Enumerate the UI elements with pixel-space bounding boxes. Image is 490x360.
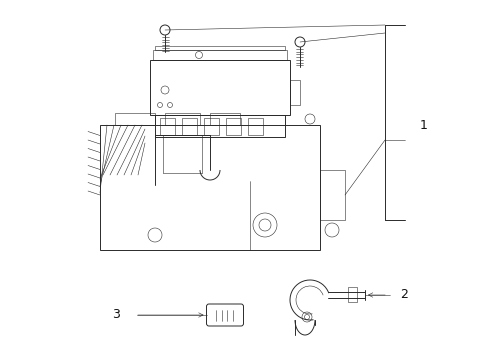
Text: 2: 2 [400, 288, 408, 302]
Bar [165, 113, 200, 125]
Bar [320, 170, 345, 220]
Bar [204, 118, 219, 135]
Bar [160, 118, 175, 135]
Bar [155, 115, 285, 137]
Text: 1: 1 [420, 118, 428, 131]
Bar [226, 118, 241, 135]
Bar [210, 113, 240, 125]
Bar [182, 118, 197, 135]
Bar [290, 80, 300, 105]
Bar [248, 118, 263, 135]
Text: 3: 3 [112, 309, 120, 321]
Bar [150, 60, 290, 115]
Bar [348, 287, 357, 302]
Bar [155, 46, 285, 50]
Bar [100, 125, 320, 250]
Bar [115, 113, 155, 125]
Bar [153, 50, 287, 60]
